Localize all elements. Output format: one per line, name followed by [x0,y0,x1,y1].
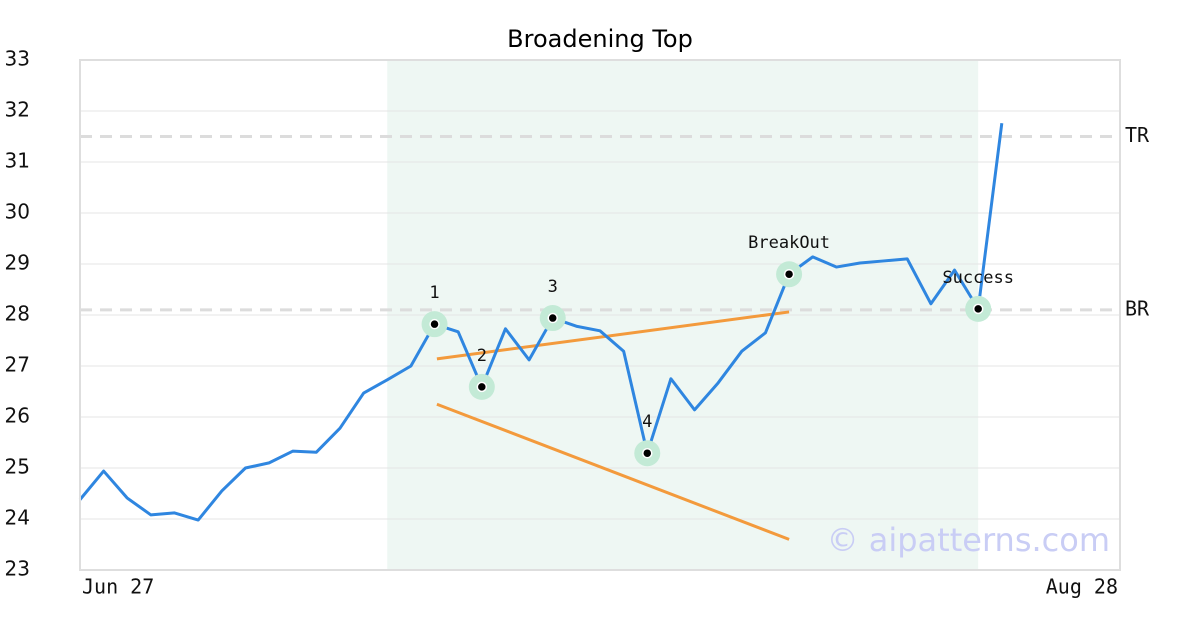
annotation-label: 3 [548,277,558,297]
pivot-dot [476,381,488,393]
y-tick-label: 30 [5,200,30,224]
y-tick-label: 23 [5,557,30,581]
annotation-label: Success [942,268,1014,288]
pivot-dot [547,312,558,324]
trendline [436,402,790,541]
y-tick-label: 26 [5,404,30,428]
y-tick-label: 31 [5,149,30,173]
pivot-dot [783,268,795,280]
level-label: TR [1125,123,1150,147]
x-tick-label: Jun 27 [82,575,154,599]
watermark: © aipatterns.com [827,521,1110,559]
pivot-dot [429,318,440,330]
annotation-label: 4 [642,412,652,432]
y-tick-label: 28 [5,302,30,326]
x-tick-label: Aug 28 [1046,575,1118,599]
pivot-dot [642,447,653,459]
annotation-label: 2 [477,346,487,366]
plot-frame [79,59,1121,571]
y-tick-label: 32 [5,98,30,122]
pivot-dot [972,303,984,315]
annotation-label: 1 [429,283,439,303]
y-tick-label: 27 [5,353,30,377]
level-label: BR [1125,296,1150,320]
y-tick-label: 29 [5,251,30,275]
y-tick-label: 24 [5,506,30,530]
y-tick-label: 25 [5,455,30,479]
annotation-label: BreakOut [748,233,830,253]
y-tick-label: 33 [5,47,30,71]
series-line [78,123,1004,522]
chart-title: Broadening Top [507,25,693,53]
